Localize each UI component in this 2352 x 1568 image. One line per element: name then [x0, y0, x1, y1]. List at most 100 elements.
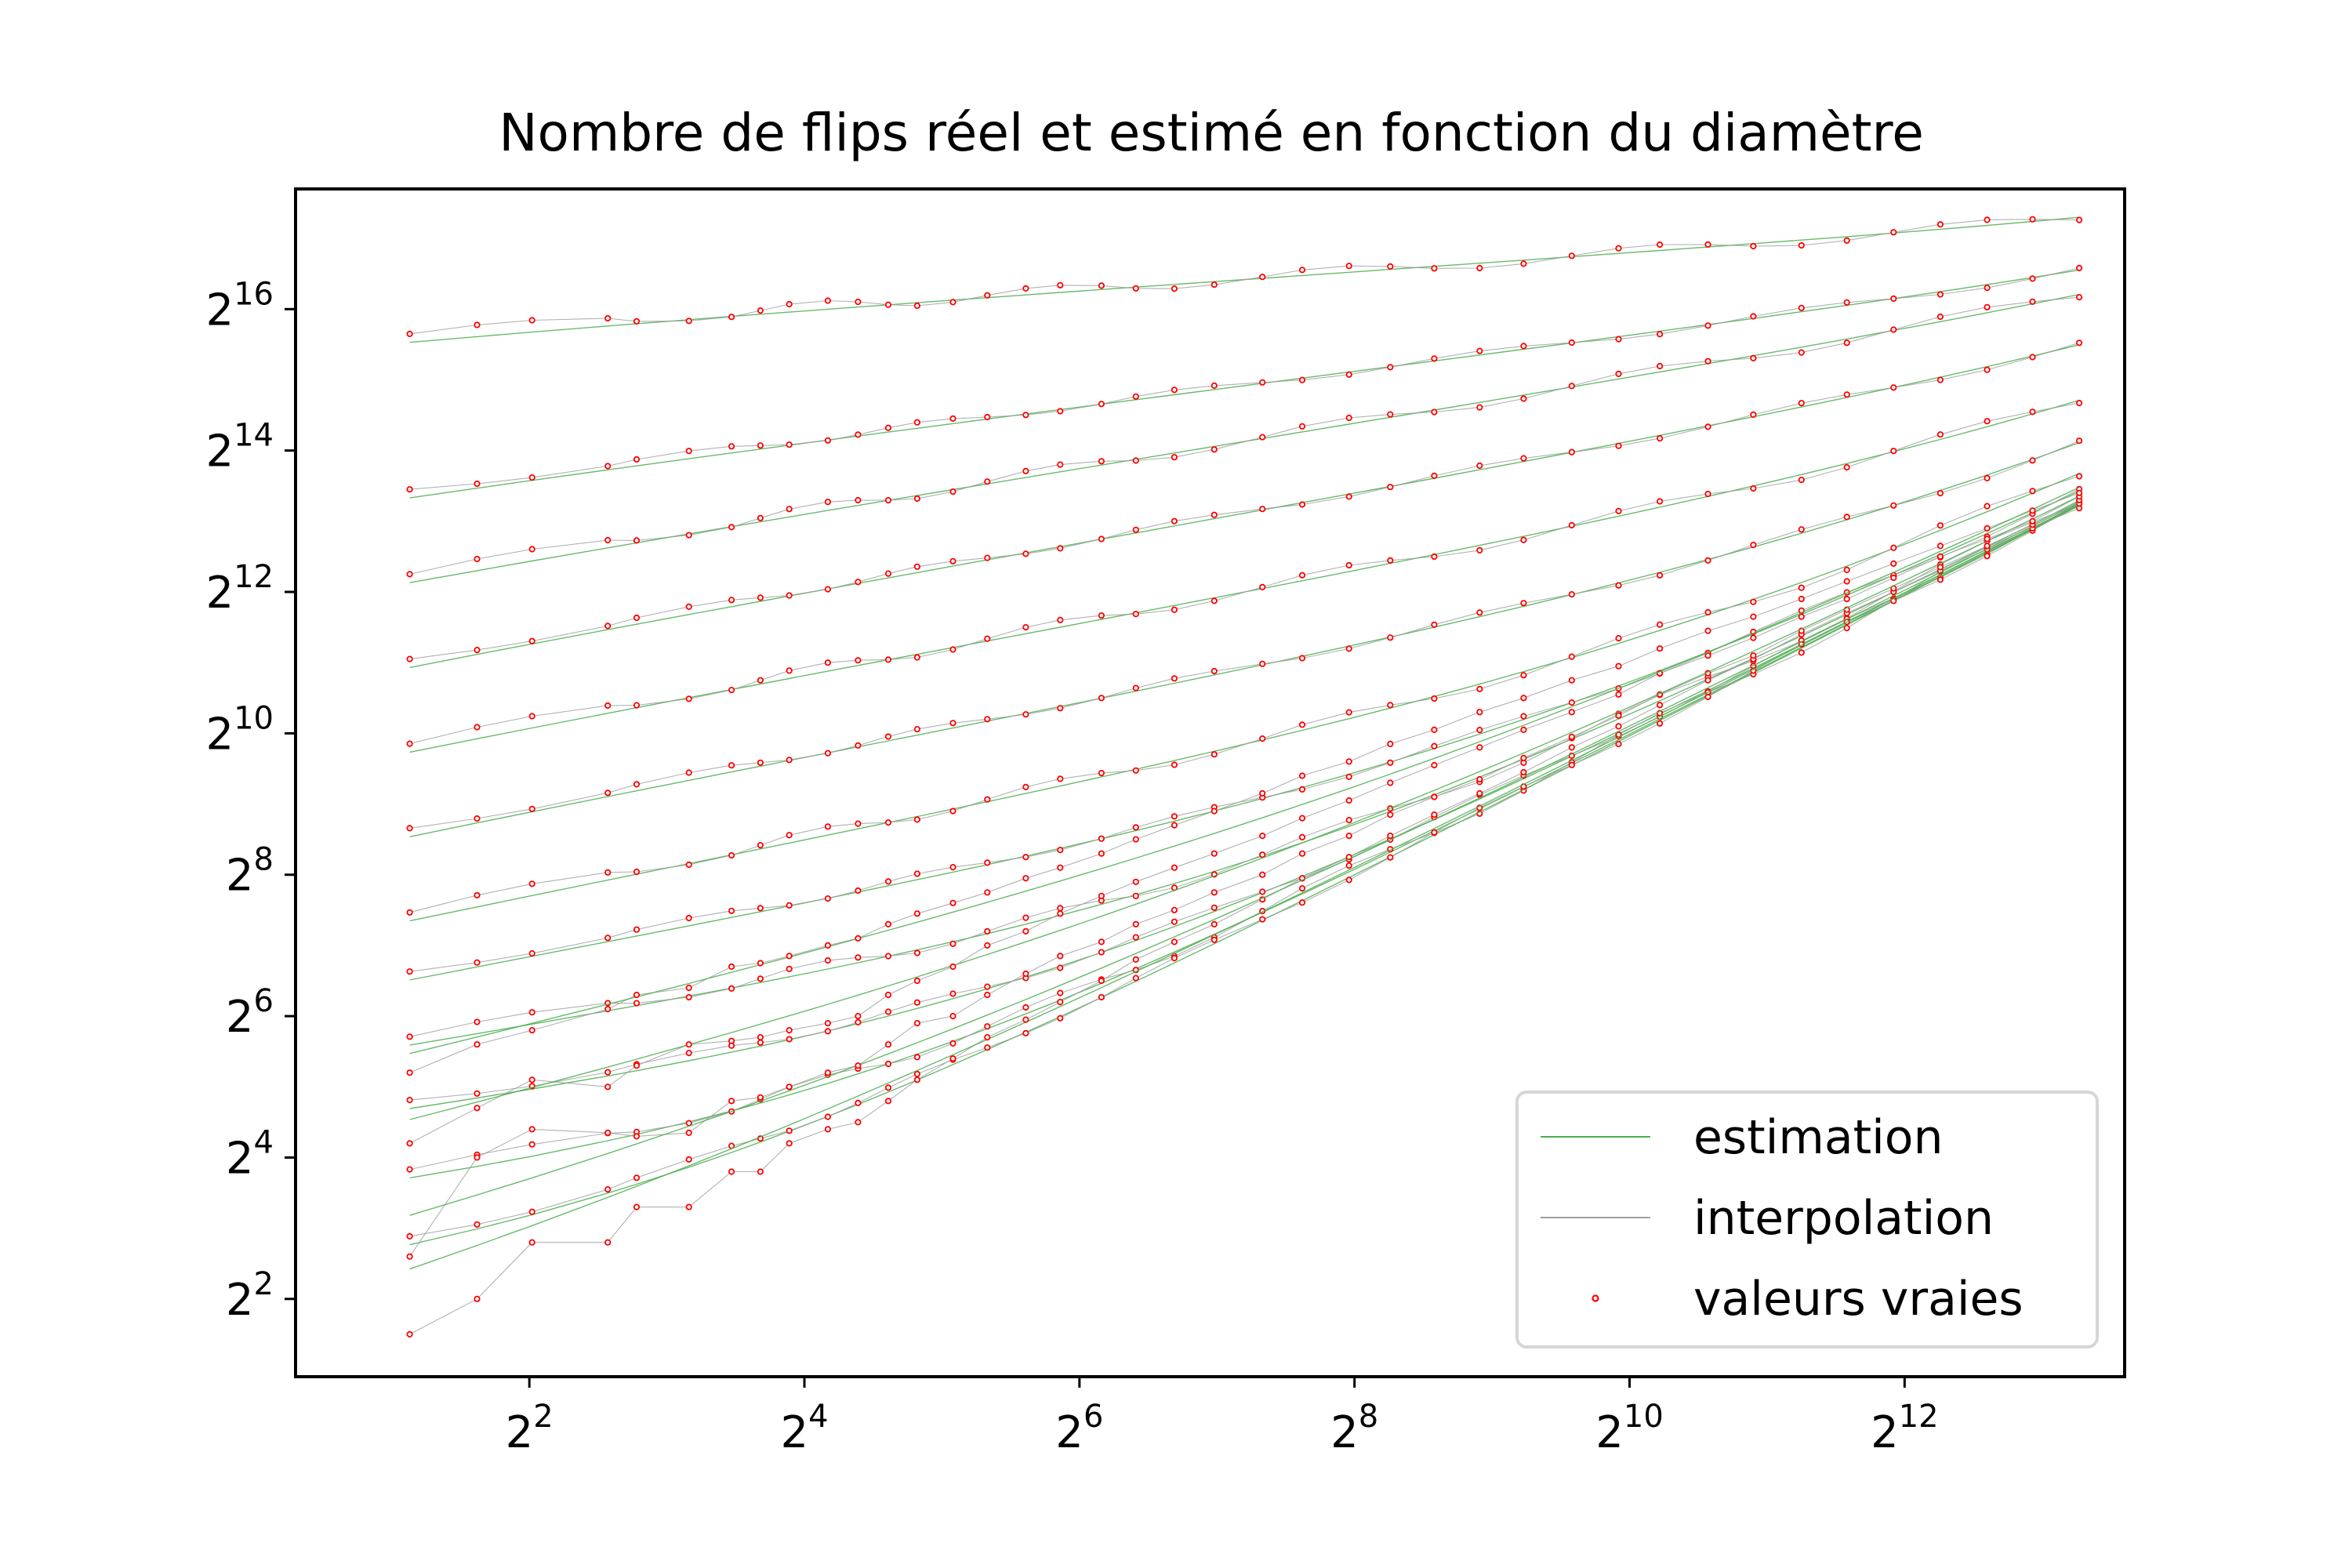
true-value-point	[2076, 437, 2083, 445]
true-value-point	[1476, 685, 1483, 693]
true-value-point	[1843, 237, 1850, 244]
true-value-point	[1936, 553, 1944, 561]
true-value-point	[1657, 572, 1664, 579]
true-value-point	[949, 1040, 956, 1047]
true-value-point	[604, 536, 612, 544]
true-value-point	[884, 1041, 892, 1048]
true-value-point	[1657, 362, 1664, 370]
true-value-point	[1890, 326, 1897, 333]
true-value-point	[1171, 906, 1178, 913]
true-value-point	[1568, 744, 1575, 751]
true-value-point	[1022, 1016, 1029, 1023]
interpolation-line	[409, 488, 2080, 972]
true-value-point	[984, 927, 991, 935]
true-value-point	[474, 1041, 481, 1048]
true-value-point	[949, 1055, 956, 1062]
true-value-point	[685, 532, 692, 539]
true-value-point	[1132, 975, 1139, 982]
true-value-point	[1750, 541, 1757, 549]
true-value-point	[913, 816, 921, 823]
true-value-point	[1615, 740, 1622, 748]
true-value-point	[1098, 835, 1105, 842]
true-value-point	[406, 1033, 413, 1040]
true-value-point	[884, 656, 892, 663]
true-value-point	[1345, 493, 1352, 500]
true-value-point	[1098, 695, 1105, 702]
true-value-point	[949, 864, 956, 871]
true-value-point	[1259, 274, 1266, 281]
estimation-line	[409, 495, 2080, 1120]
true-value-point	[1132, 920, 1139, 928]
true-value-point	[824, 659, 832, 666]
true-value-point	[474, 480, 481, 488]
true-value-point	[1750, 242, 1757, 250]
true-value-point	[913, 1070, 921, 1078]
true-value-point	[949, 415, 956, 423]
true-value-point	[1345, 797, 1352, 804]
true-value-point	[1259, 851, 1266, 858]
true-value-point	[1568, 761, 1575, 768]
true-value-point	[1936, 522, 1944, 529]
true-value-point	[1132, 892, 1139, 899]
true-value-point	[728, 1168, 735, 1175]
true-value-point	[984, 889, 991, 896]
true-value-point	[1345, 862, 1352, 869]
true-value-point	[855, 657, 862, 664]
true-value-point	[1704, 322, 1711, 329]
true-value-point	[1798, 241, 1805, 249]
x-tick-label: 210	[1595, 1399, 1664, 1458]
true-value-point	[1704, 490, 1711, 498]
true-value-point	[884, 570, 892, 577]
true-value-point	[786, 902, 793, 909]
true-value-point	[824, 957, 832, 964]
true-value-point	[1098, 612, 1105, 619]
true-value-point	[1704, 358, 1711, 365]
true-value-point	[1259, 660, 1266, 667]
true-value-point	[984, 796, 991, 803]
true-value-point	[633, 991, 641, 999]
true-value-point	[1843, 463, 1850, 471]
true-value-point	[884, 991, 892, 999]
true-value-point	[1057, 964, 1064, 971]
true-value-point	[1345, 709, 1352, 716]
true-value-point	[1843, 299, 1850, 306]
true-value-point	[633, 868, 641, 876]
true-value-point	[1298, 721, 1306, 728]
true-value-point	[528, 713, 535, 720]
true-value-point	[2076, 216, 2083, 223]
true-value-point	[949, 720, 956, 727]
true-value-point	[1132, 684, 1139, 691]
true-value-point	[786, 300, 793, 308]
x-tick-label: 26	[1055, 1399, 1103, 1458]
true-value-point	[474, 1090, 481, 1097]
true-value-point	[1345, 817, 1352, 824]
true-value-point	[855, 1099, 862, 1107]
true-value-point	[1520, 395, 1527, 402]
true-value-point	[1798, 649, 1805, 656]
true-value-point	[1210, 281, 1218, 289]
estimation-line	[409, 293, 2080, 583]
true-value-point	[728, 597, 735, 604]
true-value-point	[2029, 517, 2036, 524]
true-value-point	[824, 1069, 832, 1076]
true-value-point	[1431, 265, 1438, 272]
true-value-point	[633, 614, 641, 622]
true-value-point	[1259, 916, 1266, 923]
true-value-point	[474, 1018, 481, 1025]
y-tick-label: 22	[226, 1266, 274, 1326]
true-value-point	[1568, 448, 1575, 456]
true-value-point	[2076, 264, 2083, 271]
true-value-point	[633, 1203, 641, 1210]
true-value-point	[685, 1129, 692, 1137]
estimation-line	[409, 399, 2080, 753]
true-value-point	[757, 759, 764, 766]
true-value-point	[1843, 339, 1850, 347]
true-value-point	[1022, 550, 1029, 557]
true-value-point	[984, 413, 991, 421]
true-value-point	[528, 805, 535, 812]
true-value-point	[604, 702, 612, 710]
true-value-point	[1843, 514, 1850, 521]
true-value-point	[1022, 927, 1029, 935]
true-value-point	[1568, 677, 1575, 684]
true-value-point	[1890, 384, 1897, 391]
